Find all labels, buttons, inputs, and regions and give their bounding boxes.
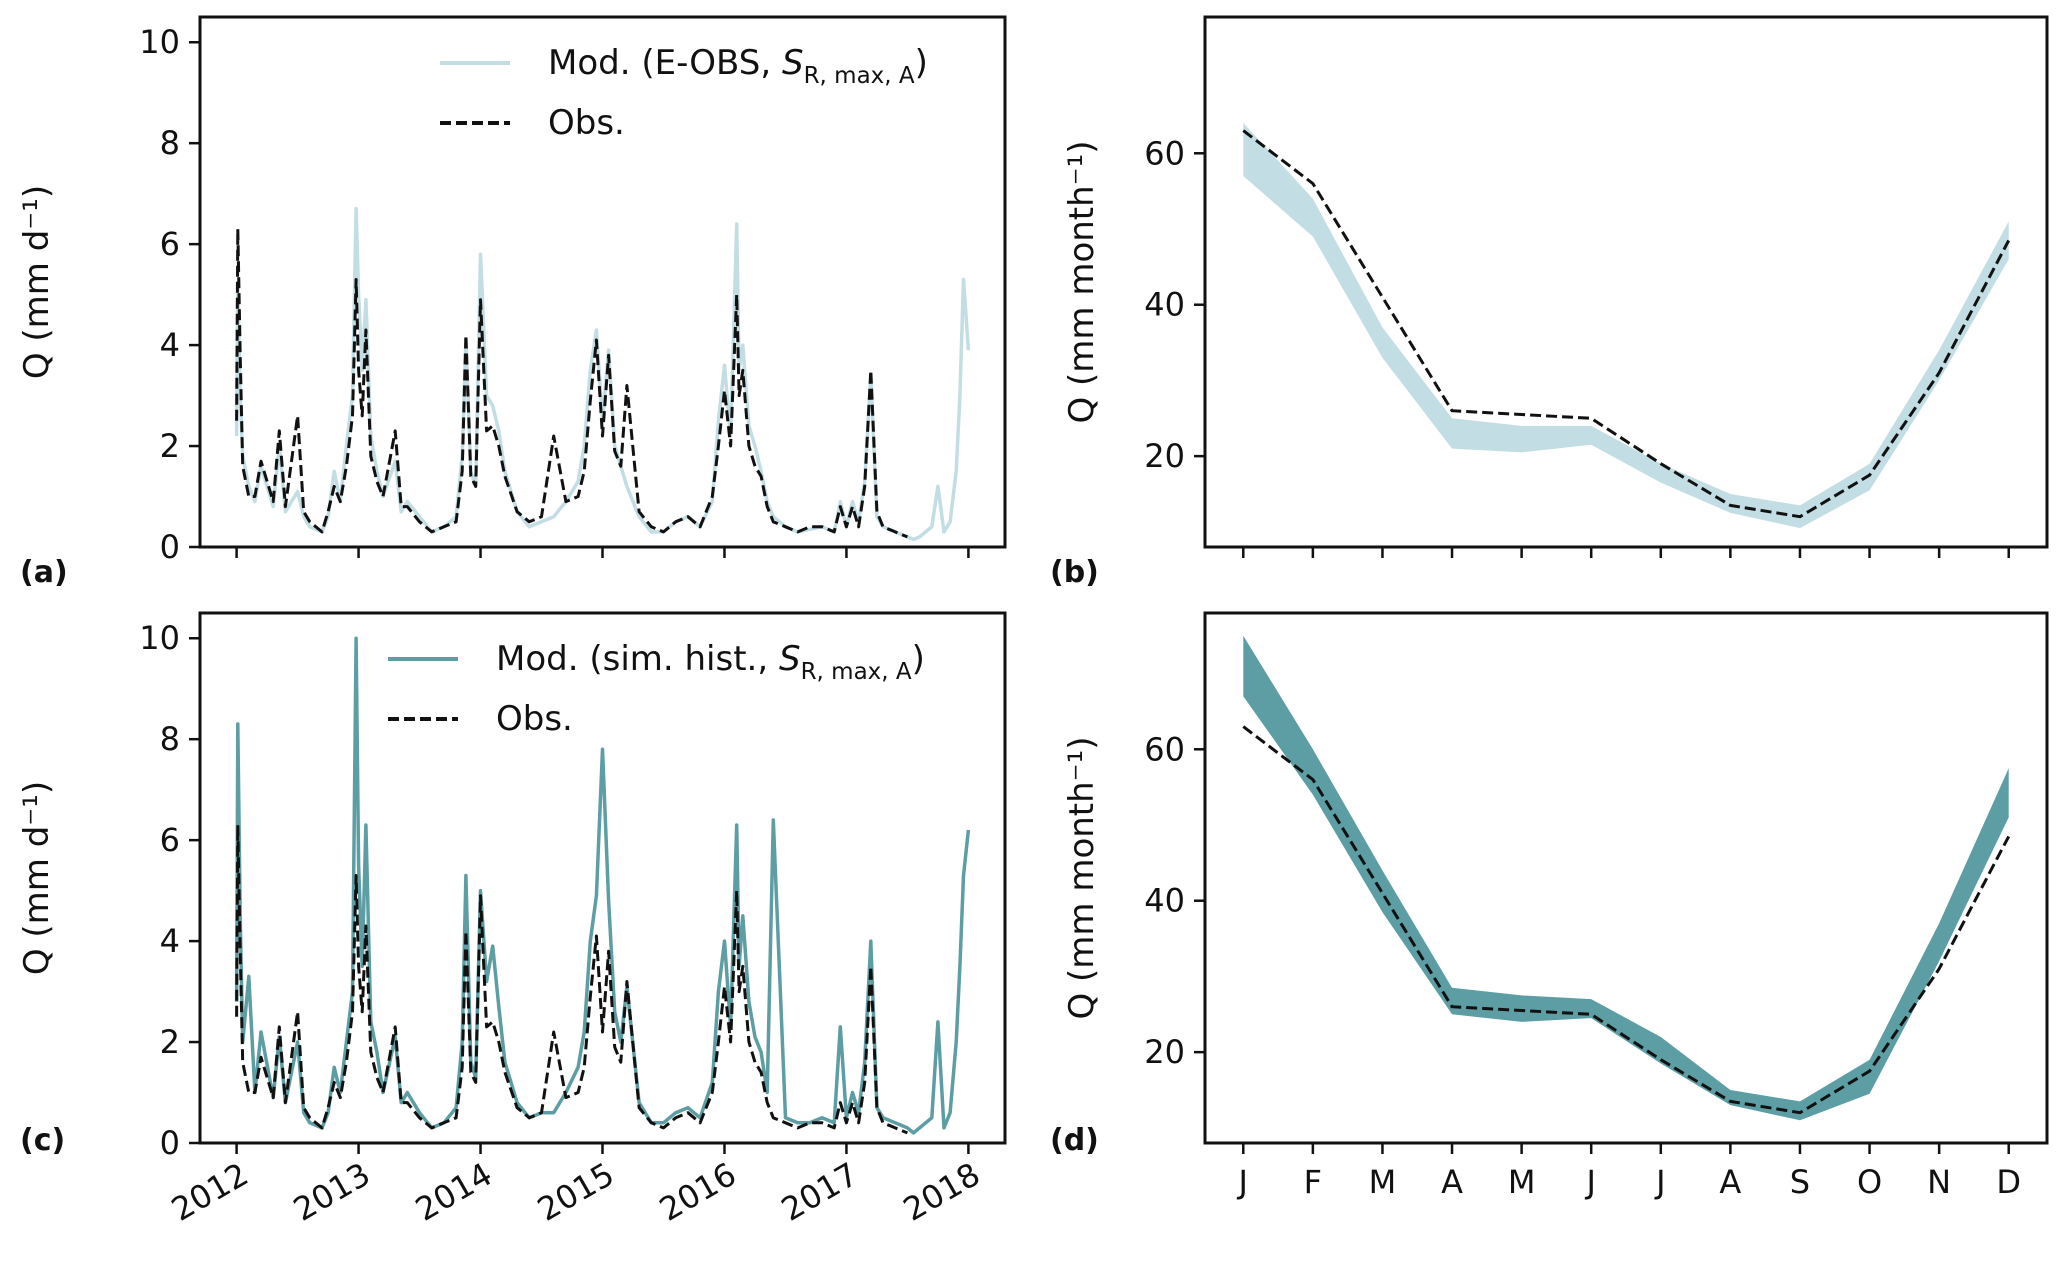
x-tick-label: D — [1996, 1163, 2021, 1201]
x-tick-label: 2016 — [653, 1155, 743, 1229]
panel-label: (c) — [20, 1123, 65, 1158]
x-tick-label: J — [1654, 1163, 1665, 1201]
x-tick-label: 2017 — [775, 1155, 865, 1229]
y-tick-label: 6 — [160, 225, 180, 263]
panel-label: (a) — [20, 555, 68, 590]
y-axis-label: Q (mm d⁻¹) — [17, 185, 57, 379]
x-tick-label: F — [1304, 1163, 1322, 1201]
y-tick-label: 2 — [160, 427, 180, 465]
axes-frame — [1203, 611, 2049, 1145]
obs-series-line — [235, 227, 908, 539]
x-tick-label: J — [1237, 1163, 1248, 1201]
panel-label: (d) — [1050, 1123, 1099, 1158]
legend: Mod. (sim. hist., SR, max, A) Obs. — [388, 639, 925, 739]
panel-b: 20 40 60 Q (mm month⁻¹) (b) — [1050, 15, 2049, 590]
panel-a: 0 2 4 6 8 10 Q (mm d⁻¹) (a) Mod. (E-OBS, SR, max… — [17, 15, 1007, 590]
x-tick-label: N — [1927, 1163, 1951, 1201]
x-tick-label: 2015 — [531, 1155, 621, 1229]
legend-label: Mod. (E-OBS, SR, max, A) — [548, 43, 928, 89]
y-tick-label: 60 — [1144, 730, 1185, 768]
plot-area-b — [1242, 123, 2011, 529]
legend-label: Obs. — [496, 699, 573, 739]
y-tick-label: 20 — [1144, 437, 1185, 475]
y-axis-label: Q (mm d⁻¹) — [17, 781, 57, 975]
range-band — [1243, 635, 2009, 1121]
x-tick-label: 2012 — [165, 1155, 255, 1229]
x-tick-label: A — [1441, 1163, 1463, 1201]
y-axis-label: Q (mm month⁻¹) — [1062, 736, 1102, 1019]
legend-label: Obs. — [548, 103, 625, 143]
x-tick-label: M — [1369, 1163, 1397, 1201]
obs-series-line — [1242, 725, 2011, 1115]
range-band — [1243, 123, 2009, 529]
x-tick-label: M — [1508, 1163, 1536, 1201]
y-tick-label: 6 — [160, 821, 180, 859]
y-tick-label: 8 — [160, 720, 180, 758]
legend: Mod. (E-OBS, SR, max, A) Obs. — [440, 43, 928, 143]
y-tick-label: 8 — [160, 124, 180, 162]
x-tick-label: 2013 — [287, 1155, 377, 1229]
y-tick-label: 20 — [1144, 1033, 1185, 1071]
y-tick-label: 4 — [160, 326, 180, 364]
y-axis-label: Q (mm month⁻¹) — [1062, 140, 1102, 423]
y-tick-label: 4 — [160, 922, 180, 960]
x-tick-label: 2014 — [409, 1155, 499, 1229]
panel-c: 0 2 4 6 8 10 Q (mm d⁻¹) 2012 2013 2014 2015 2016 201… — [17, 611, 1007, 1229]
y-tick-label: 40 — [1144, 286, 1185, 324]
obs-series-line — [235, 823, 908, 1135]
x-tick-label: O — [1857, 1163, 1882, 1201]
model-series-line — [234, 636, 971, 1135]
panel-label: (b) — [1050, 555, 1099, 590]
y-tick-label: 10 — [139, 619, 180, 657]
model-series-line — [234, 207, 971, 542]
plot-area-a — [234, 207, 971, 542]
y-tick-label: 0 — [160, 528, 180, 566]
y-tick-label: 10 — [139, 23, 180, 61]
plot-area-d — [1242, 635, 2011, 1121]
axes-frame — [1203, 15, 2049, 549]
y-tick-label: 2 — [160, 1023, 180, 1061]
axes-frame — [198, 611, 1007, 1145]
x-tick-label: A — [1719, 1163, 1741, 1201]
plot-area-c — [234, 636, 971, 1135]
y-tick-label: 60 — [1144, 134, 1185, 172]
obs-series-line — [1242, 129, 2011, 519]
axes-frame — [198, 15, 1007, 549]
y-tick-label: 40 — [1144, 882, 1185, 920]
legend-label: Mod. (sim. hist., SR, max, A) — [496, 639, 925, 685]
x-tick-label: J — [1584, 1163, 1595, 1201]
x-tick-label: 2018 — [897, 1155, 987, 1229]
x-tick-label: S — [1790, 1163, 1810, 1201]
panel-d: 20 40 60 Q (mm month⁻¹) J F M A M J J A S O N D (d) — [1050, 611, 2049, 1201]
y-tick-label: 0 — [160, 1124, 180, 1162]
